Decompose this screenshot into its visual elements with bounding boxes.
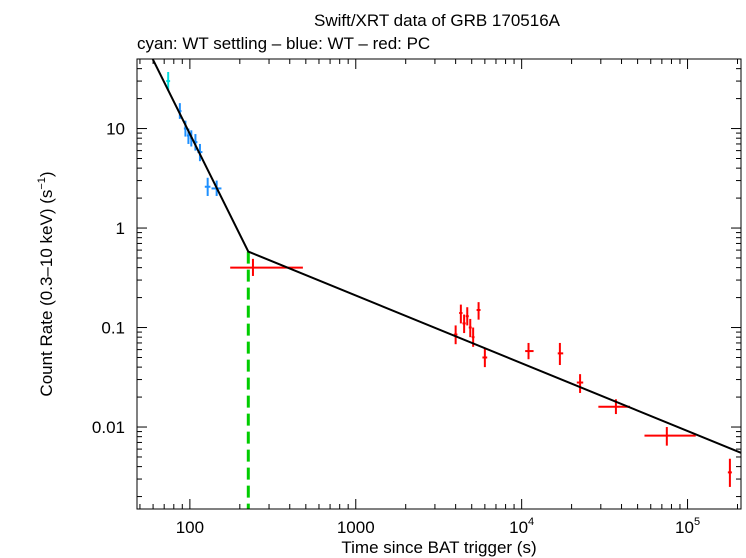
series-wt_settling xyxy=(166,72,171,91)
y-tick-label-2: 0.1 xyxy=(101,319,125,338)
chart-subtitle: cyan: WT settling – blue: WT – red: PC xyxy=(137,34,430,53)
y-tick-label-3: 0.01 xyxy=(92,418,125,437)
x-tick-label-1: 1000 xyxy=(337,518,375,537)
x-tick-label-3: 105 xyxy=(675,516,700,537)
series-wt xyxy=(178,103,222,196)
plot-inner xyxy=(151,59,741,509)
chart-title: Swift/XRT data of GRB 170516A xyxy=(314,11,561,30)
fit-line xyxy=(151,59,741,454)
y-tick-label-1: 1 xyxy=(116,219,125,238)
y-axis-label: Count Rate (0.3–10 keV) (s−1) xyxy=(36,171,56,396)
x-axis-label: Time since BAT trigger (s) xyxy=(341,538,536,557)
x-axis: 100 1000 104 105 xyxy=(139,59,738,537)
x-tick-label-2: 104 xyxy=(509,516,534,537)
x-tick-label-0: 100 xyxy=(176,518,204,537)
series-pc xyxy=(230,258,732,487)
plot-frame xyxy=(136,58,742,510)
plot-area xyxy=(151,59,741,509)
y-tick-label-0: 10 xyxy=(106,120,125,139)
y-axis: 10 1 0.1 0.01 xyxy=(92,58,741,498)
